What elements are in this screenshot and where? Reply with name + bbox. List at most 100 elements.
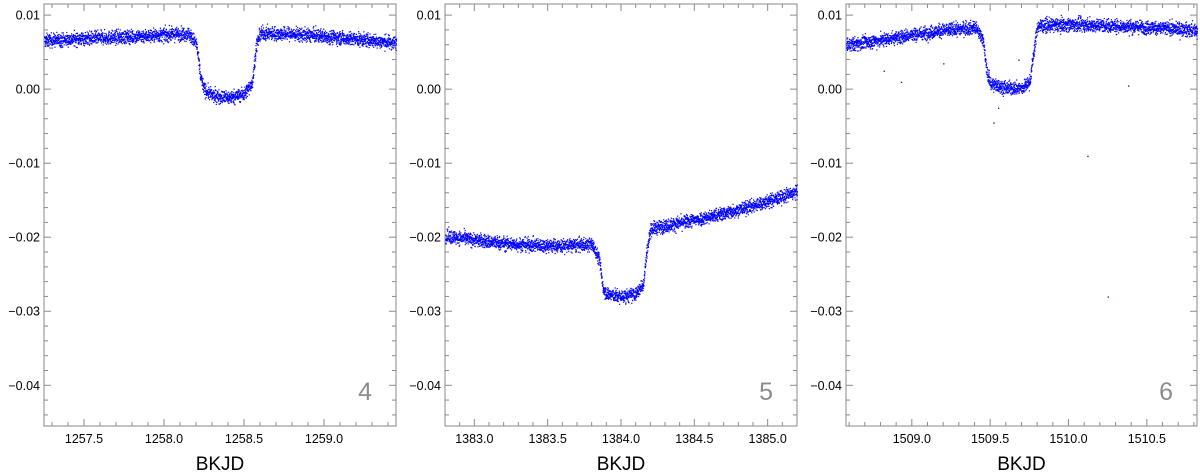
data-point-s0-799	[126, 31, 128, 34]
data-point-s0-1828	[233, 95, 235, 97]
data-point-s0-2528	[305, 34, 308, 36]
data-point-s0-998	[548, 247, 550, 249]
data-point-s0-50	[450, 239, 452, 241]
data-point-s0-902	[137, 30, 139, 32]
data-point-s0-161	[461, 237, 463, 239]
data-point-s0-714	[518, 243, 521, 245]
data-point-s0-2266	[278, 33, 280, 35]
data-point-s0-474	[494, 239, 496, 241]
data-point-s0-1317	[180, 30, 182, 32]
data-point-s0-445	[491, 236, 493, 238]
data-point-s0-1423	[191, 33, 193, 35]
data-point-s0-486	[94, 41, 96, 43]
data-point-s0-3095	[364, 36, 366, 38]
data-point-s0-2850	[339, 35, 341, 37]
data-point-s0-1528	[202, 83, 204, 85]
data-point-s0-863	[133, 39, 135, 41]
data-point-s0-445	[90, 34, 92, 36]
data-point-s0-2227	[274, 36, 276, 38]
data-point-s0-998	[147, 37, 149, 39]
data-point-s0-1752	[225, 90, 227, 92]
data-point-s0-3178	[373, 37, 375, 39]
data-point-s0-707	[117, 34, 119, 36]
data-point-s0-187	[464, 238, 466, 240]
data-point-s0-2461	[298, 35, 301, 37]
data-point-s0-2189	[270, 32, 272, 34]
data-point-s0-683	[515, 239, 518, 241]
data-point-s0-2241	[276, 32, 278, 34]
data-point-s0-1296	[579, 246, 581, 248]
data-point-s0-43	[48, 41, 50, 43]
data-point-s0-2242	[276, 30, 278, 32]
data-point-s0-2340	[286, 35, 288, 38]
data-point-s0-1471	[597, 262, 599, 265]
data-point-s0-1274	[576, 238, 579, 240]
data-point-s0-932	[140, 34, 142, 36]
data-point-s0-983	[145, 33, 147, 35]
data-point-s0-697	[517, 244, 519, 246]
data-point-s0-1023	[149, 29, 152, 31]
data-point-s0-1354	[184, 32, 186, 34]
data-point-s0-220	[66, 43, 68, 46]
data-point-s0-3039	[358, 39, 361, 41]
data-point-s0-1113	[159, 35, 161, 37]
data-point-s0-2649	[318, 41, 320, 43]
data-point-s0-514	[97, 29, 99, 31]
data-point-s0-2394	[291, 33, 294, 36]
data-point-s0-1312	[580, 238, 583, 240]
data-point-s0-2512	[304, 37, 306, 39]
data-point-s0-1885	[239, 97, 241, 99]
data-point-s0-63	[451, 237, 453, 239]
data-point-s0-1678	[217, 97, 219, 99]
data-point-s0-493	[95, 39, 97, 41]
data-point-s0-2868	[340, 35, 343, 37]
data-point-s0-1645	[214, 94, 216, 96]
data-point-s0-675	[514, 247, 517, 249]
data-point-s0-879	[535, 239, 538, 241]
data-point-s0-2739	[327, 35, 329, 37]
data-point-s0-1228	[171, 25, 173, 27]
data-point-s0-1953	[246, 85, 248, 88]
data-point-s0-3177	[372, 41, 375, 43]
data-point-s0-703	[517, 246, 519, 248]
data-point-s0-1408	[189, 32, 192, 34]
data-point-s0-2354	[287, 27, 289, 29]
data-point-s0-793	[527, 239, 529, 242]
data-point-s0-908	[138, 37, 140, 39]
data-point-s0-430	[88, 43, 90, 45]
data-point-s0-3212	[376, 47, 378, 49]
data-point-s0-2022	[253, 69, 255, 71]
data-point-s0-2141	[265, 29, 267, 31]
data-point-s0-1367	[185, 34, 187, 36]
data-point-s0-672	[514, 243, 516, 245]
data-point-s0-456	[492, 239, 494, 241]
data-point-s0-549	[501, 240, 503, 242]
data-point-s0-1586	[208, 88, 210, 91]
data-point-s0-1786	[229, 93, 231, 96]
data-point-s0-554	[101, 32, 103, 35]
data-point-s0-2214	[273, 32, 275, 34]
data-point-s0-1081	[156, 30, 158, 32]
data-point-s0-1818	[232, 96, 234, 98]
data-point-s0-1498	[199, 72, 201, 75]
data-point-s0-562	[102, 36, 104, 38]
data-point-s0-1063	[154, 32, 156, 34]
data-point-s0-631	[109, 41, 111, 43]
data-point-s0-914	[138, 36, 140, 38]
data-point-s0-144	[460, 236, 462, 239]
data-point-s0-795	[527, 241, 529, 243]
data-point-s0-959	[143, 37, 145, 39]
data-point-s0-2647	[318, 31, 320, 33]
data-point-s0-974	[144, 33, 147, 36]
data-point-s0-1618	[211, 96, 213, 98]
data-point-s0-1079	[155, 36, 157, 38]
data-point-s0-2411	[293, 31, 295, 34]
data-point-s0-839	[130, 36, 133, 38]
data-point-s0-984	[145, 39, 148, 42]
data-point-s0-728	[119, 38, 121, 41]
data-point-s0-2435	[296, 28, 298, 30]
data-point-s0-3110	[366, 35, 368, 37]
data-point-s0-3203	[375, 44, 377, 46]
data-point-s0-1839	[234, 94, 236, 96]
data-point-s0-859	[533, 242, 536, 244]
